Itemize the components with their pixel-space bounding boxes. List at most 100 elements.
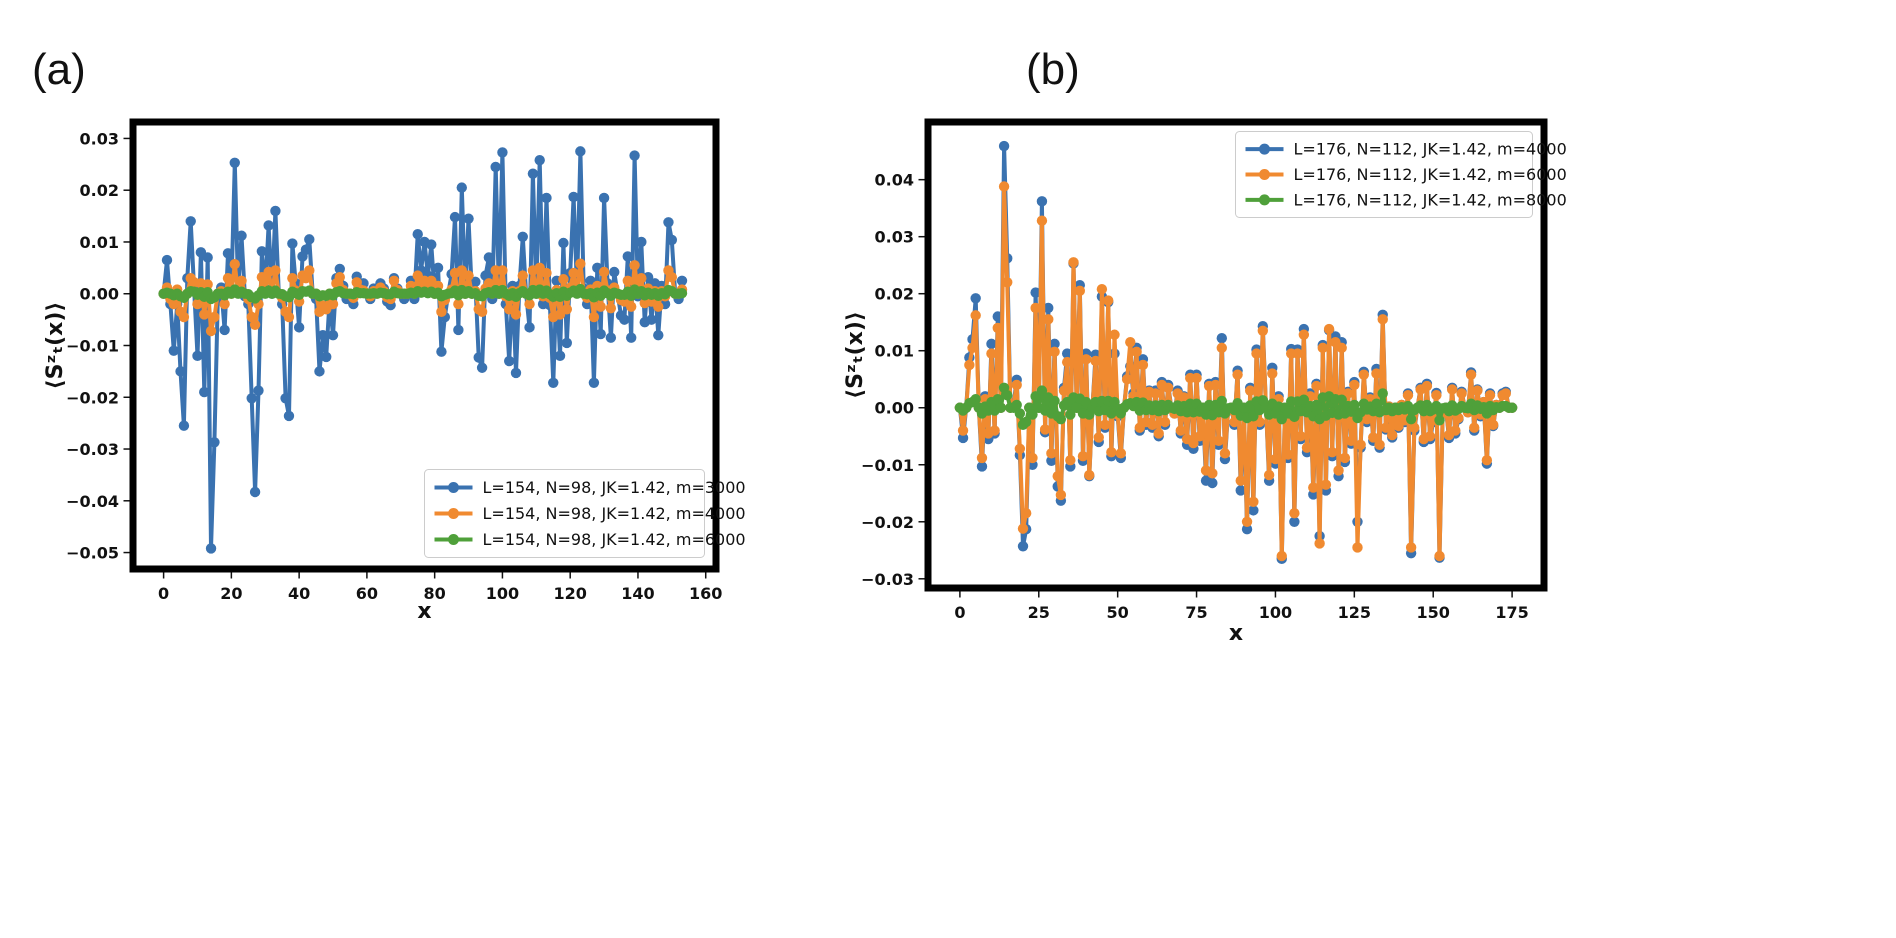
data-point	[222, 273, 234, 284]
data-point	[1150, 388, 1161, 399]
data-point	[1077, 451, 1089, 462]
data-point	[470, 276, 481, 288]
data-point	[554, 350, 566, 362]
data-point	[1065, 409, 1076, 420]
data-point	[1061, 356, 1073, 368]
data-point	[202, 279, 213, 290]
data-point	[1405, 413, 1417, 425]
data-point	[1349, 399, 1360, 411]
data-point	[229, 259, 240, 270]
data-point	[1014, 408, 1026, 419]
data-point	[1232, 369, 1243, 380]
data-point	[185, 216, 196, 227]
data-point	[998, 181, 1010, 192]
legend-swatch-marker	[1259, 169, 1270, 180]
data-point	[1043, 314, 1054, 325]
data-point	[541, 267, 552, 279]
data-point	[1358, 369, 1369, 380]
data-point	[676, 275, 688, 286]
data-point	[1377, 388, 1388, 399]
data-point	[1131, 346, 1142, 358]
data-point	[1058, 385, 1070, 396]
data-point	[246, 311, 257, 323]
data-point	[568, 191, 579, 203]
data-point	[1241, 516, 1253, 527]
data-point	[1090, 355, 1101, 367]
data-point	[229, 157, 240, 168]
data-point	[575, 258, 586, 269]
data-point	[236, 275, 247, 286]
data-point	[222, 248, 234, 259]
y-tick-label: −0.01	[66, 337, 119, 356]
data-point	[1374, 439, 1385, 451]
data-point	[986, 348, 997, 359]
data-point	[995, 402, 1007, 413]
data-point	[199, 309, 210, 320]
data-point	[1270, 453, 1281, 465]
x-tick-label: 40	[288, 584, 310, 603]
data-point	[1481, 454, 1493, 466]
data-point	[666, 234, 678, 246]
data-point	[622, 251, 633, 262]
data-point	[1049, 395, 1060, 407]
data-point	[287, 273, 298, 284]
data-point	[1450, 425, 1461, 436]
data-point	[432, 262, 444, 274]
data-point	[534, 154, 545, 166]
legend-box	[1235, 131, 1533, 218]
x-tick-label: 20	[220, 584, 242, 603]
data-point	[209, 311, 220, 323]
data-point	[1402, 389, 1414, 401]
data-point	[1153, 428, 1164, 439]
data-point	[1014, 443, 1026, 454]
data-point	[1096, 283, 1108, 295]
data-point	[1039, 424, 1051, 435]
legend-box	[424, 469, 705, 558]
data-point	[1298, 329, 1310, 340]
data-point	[1194, 431, 1205, 442]
y-tick-label: 0.02	[875, 285, 914, 304]
data-point	[595, 328, 606, 340]
legend-entry: L=154, N=98, JK=1.42, m=6000	[483, 530, 746, 549]
data-point	[192, 298, 203, 310]
data-point	[1178, 392, 1190, 403]
data-point	[1210, 379, 1221, 391]
x-tick-label: 25	[1028, 603, 1050, 622]
data-point	[1380, 422, 1392, 433]
data-point	[561, 304, 573, 315]
data-point	[517, 270, 528, 281]
data-point	[483, 278, 495, 289]
data-point	[283, 410, 295, 422]
data-point	[1446, 384, 1458, 395]
data-point	[453, 298, 464, 310]
data-point	[476, 306, 488, 318]
data-point	[1043, 302, 1054, 314]
data-point	[1049, 346, 1060, 358]
data-point	[609, 266, 620, 278]
data-point	[1434, 550, 1445, 562]
y-tick-label: 0.03	[875, 228, 914, 247]
data-point	[1301, 442, 1313, 453]
x-tick-label: 50	[1107, 603, 1129, 622]
data-point	[1267, 368, 1278, 379]
data-point	[1248, 496, 1259, 508]
data-point	[334, 271, 345, 283]
x-tick-label: 140	[621, 584, 654, 603]
data-point	[1339, 452, 1351, 464]
data-point	[256, 246, 268, 257]
data-point	[317, 329, 329, 341]
data-point	[1248, 505, 1259, 516]
data-point	[663, 217, 674, 228]
data-point	[1323, 323, 1335, 335]
plot-area	[158, 146, 688, 554]
data-point	[1030, 287, 1041, 298]
data-point	[1229, 416, 1240, 428]
x-tick-label: 80	[424, 584, 446, 603]
data-point	[1308, 482, 1319, 493]
data-point	[605, 303, 617, 314]
data-point	[253, 385, 264, 396]
panel-a-label: (a)	[32, 45, 86, 94]
data-point	[1002, 389, 1013, 401]
data-point	[1327, 447, 1338, 458]
